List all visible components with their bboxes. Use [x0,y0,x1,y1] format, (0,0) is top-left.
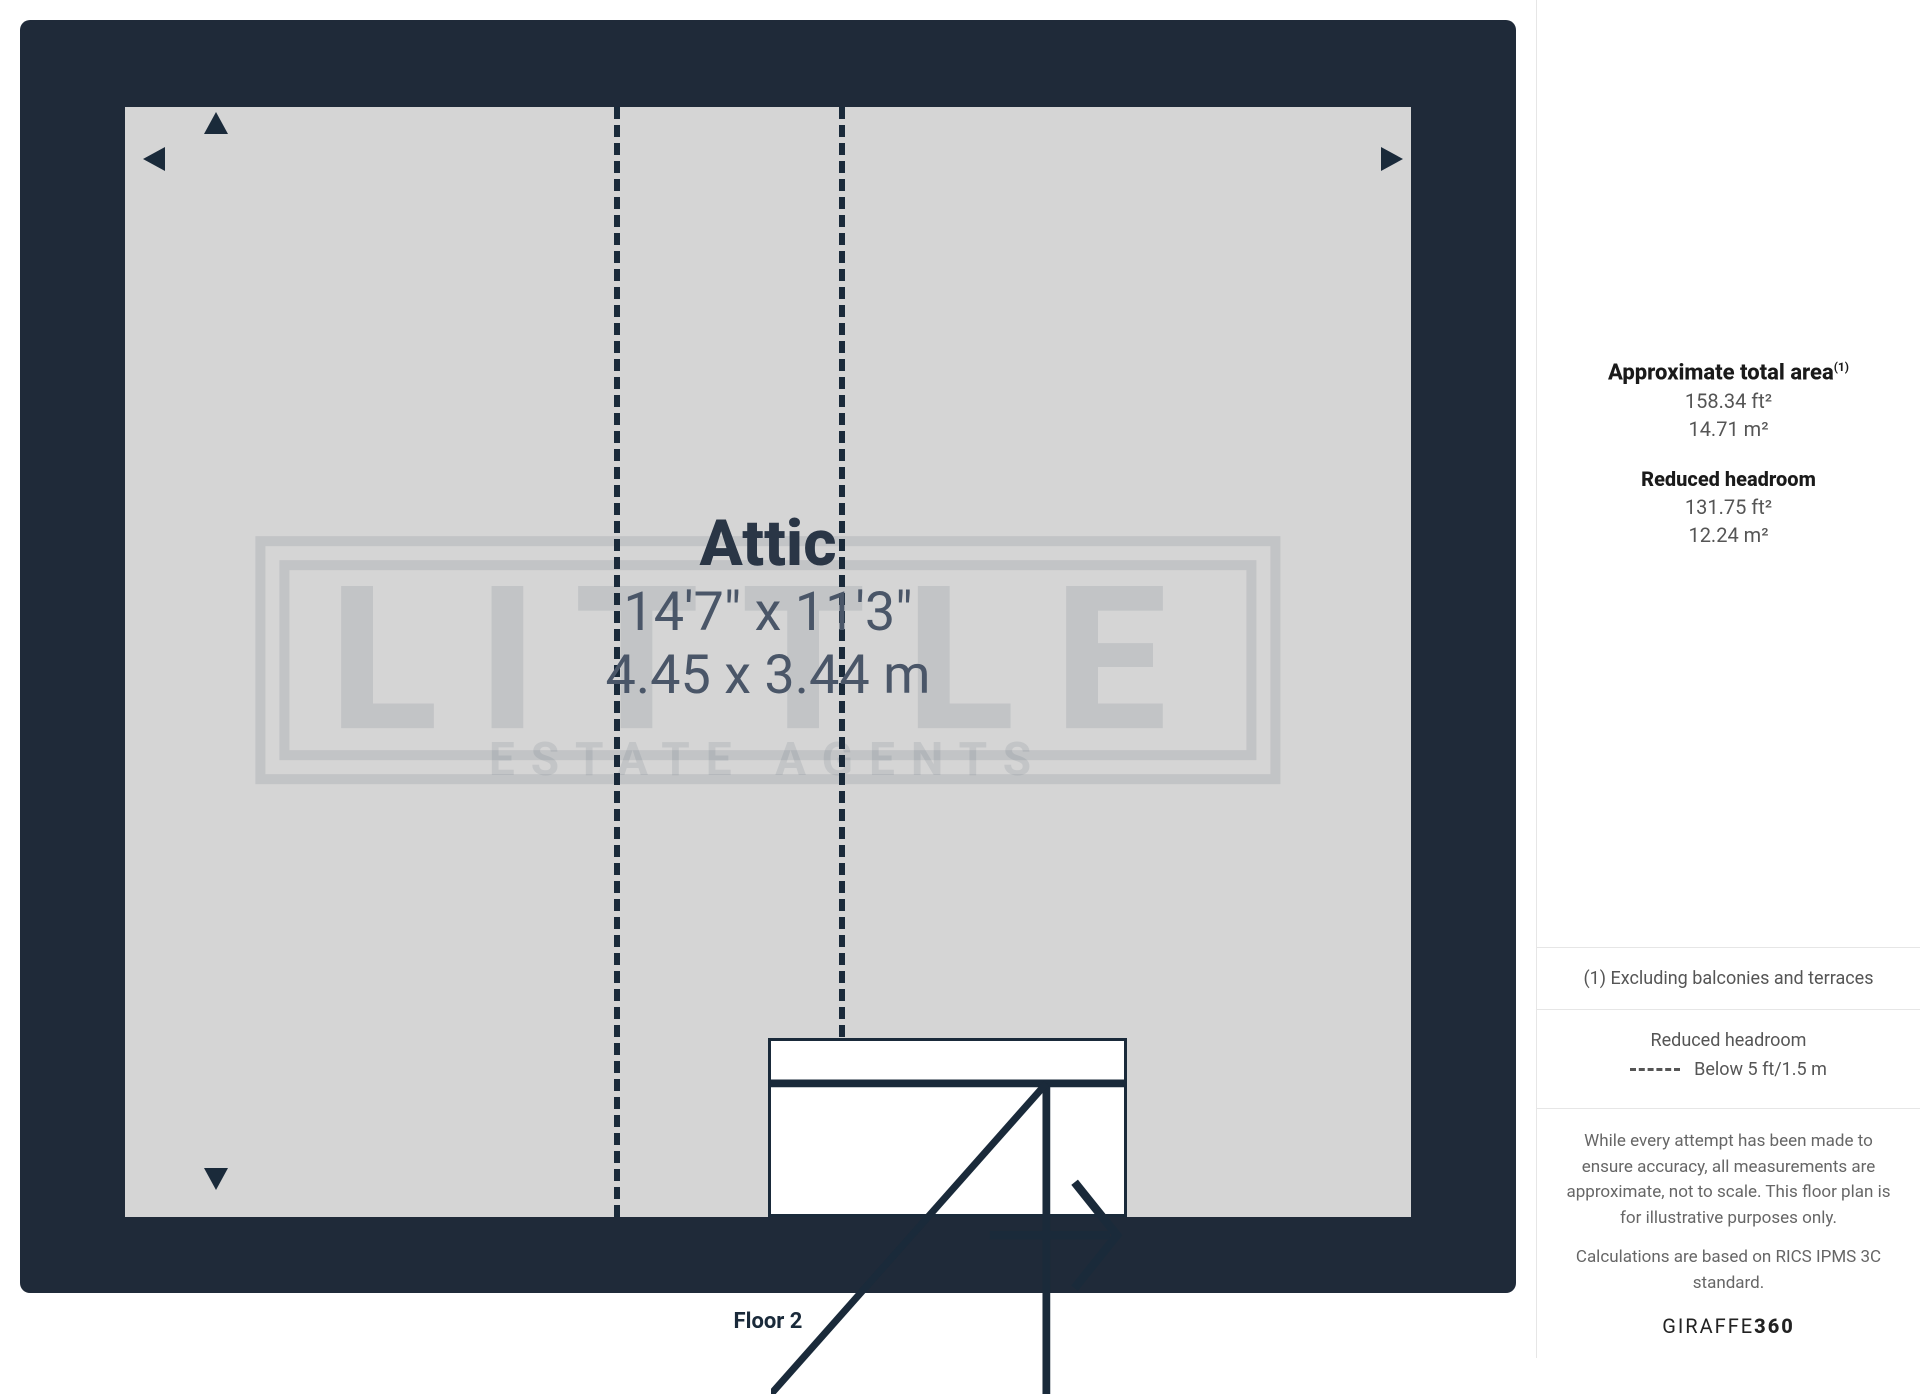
floor-label: Floor 2 [20,1293,1516,1338]
legend-label: Below 5 ft/1.5 m [1694,1059,1827,1080]
approx-area-title-text: Approximate total area [1608,360,1834,385]
brand-part1: GIRAFFE [1662,1314,1754,1338]
approx-area-m: 14.71 m² [1565,417,1892,441]
sidebar-disclaimer: While every attempt has been made to ens… [1537,1108,1920,1358]
nav-arrow-left-icon [143,147,165,171]
room-label-block: Attic 14'7" x 11'3" 4.45 x 3.44 m [125,506,1412,707]
sidebar-legend: Reduced headroom Below 5 ft/1.5 m [1537,1009,1920,1108]
room-rect-attic: LITTLE ESTATE AGENTS Attic 14'7" x 11'3"… [125,107,1412,1217]
watermark-line2: ESTATE AGENTS [279,740,1256,781]
nav-arrow-down-icon [204,1168,228,1190]
brand: GIRAFFE360 [1565,1314,1892,1338]
brand-part2: 360 [1754,1314,1795,1338]
nav-arrow-up-icon [204,112,228,134]
room-dim-imperial: 14'7" x 11'3" [125,581,1412,644]
sidebar-areas: Approximate total area(1) 158.34 ft² 14.… [1537,0,1920,567]
reduced-headroom-title: Reduced headroom [1565,467,1892,491]
reduced-headroom-m: 12.24 m² [1565,523,1892,547]
approx-area-sup: (1) [1834,360,1849,374]
stair-hatch [768,1038,1127,1216]
legend-row: Below 5 ft/1.5 m [1565,1059,1892,1080]
room-dim-metric: 4.45 x 3.44 m [125,644,1412,707]
floorplan-canvas: LITTLE ESTATE AGENTS Attic 14'7" x 11'3"… [20,20,1516,1293]
approx-area-ft: 158.34 ft² [1565,389,1892,413]
footnote-text: (1) Excluding balconies and terraces [1565,968,1892,989]
sidebar: Approximate total area(1) 158.34 ft² 14.… [1536,0,1920,1358]
nav-arrow-right-icon [1381,147,1403,171]
room-name: Attic [125,506,1412,581]
approx-area-title: Approximate total area(1) [1565,360,1892,385]
legend-title: Reduced headroom [1565,1030,1892,1051]
disclaimer-1: While every attempt has been made to ens… [1565,1129,1892,1231]
disclaimer-2: Calculations are based on RICS IPMS 3C s… [1565,1245,1892,1296]
reduced-headroom-ft: 131.75 ft² [1565,495,1892,519]
sidebar-footnote: (1) Excluding balconies and terraces [1537,947,1920,1009]
legend-dash-icon [1630,1068,1680,1071]
